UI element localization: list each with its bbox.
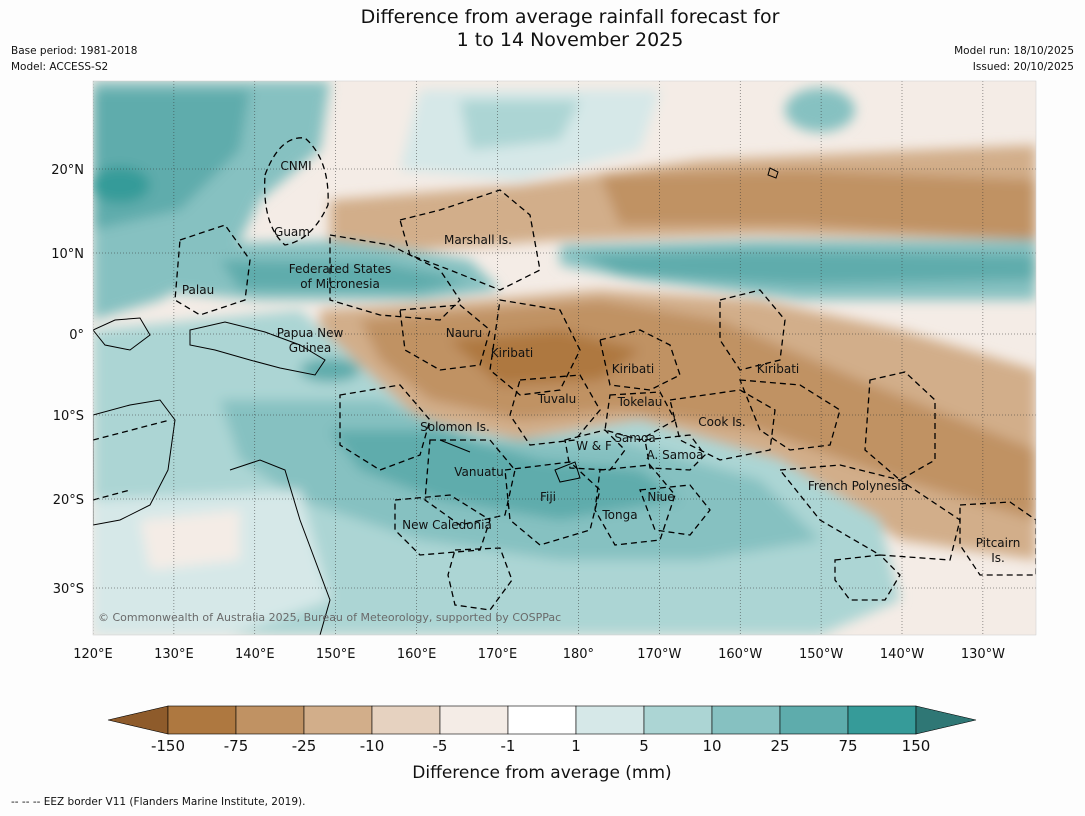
colorbar-swatch	[303, 705, 373, 735]
rainfall-map: CNMI Guam Marshall Is. Federated States …	[51, 80, 1037, 783]
label-tuvalu: Tuvalu	[537, 392, 577, 406]
lat-tick-label: 20°S	[53, 493, 84, 508]
base-period: Base period: 1981-2018	[11, 45, 138, 57]
label-american-samoa: A. Samoa	[647, 448, 704, 462]
meta-right: Model run: 18/10/2025 Issued: 20/10/2025	[954, 43, 1074, 75]
lon-tick-label: 180°	[563, 647, 594, 662]
label-nauru: Nauru	[446, 326, 482, 340]
label-cook: Cook Is.	[698, 415, 745, 429]
colorbar: -150 -75 -25 -10 -5 -1 1 5 10 25 75 150	[107, 705, 977, 755]
label-french-polynesia: French Polynesia	[808, 479, 908, 493]
lon-tick-label: 140°E	[235, 647, 275, 662]
label-kiribati-west: Kiribati	[491, 346, 533, 360]
colorbar-tick-label: -25	[292, 737, 317, 755]
label-fsm-line2: of Micronesia	[300, 277, 380, 291]
map-frame	[92, 80, 1037, 636]
issued-date: Issued: 20/10/2025	[972, 61, 1074, 73]
colorbar-under-arrow	[107, 705, 169, 735]
colorbar-swatch	[235, 705, 305, 735]
label-png-line1: Papua New	[277, 326, 344, 340]
lon-tick-label: 160°W	[718, 647, 762, 662]
label-vanuatu: Vanuatu	[454, 465, 504, 479]
eez-footnote: -- -- -- EEZ border V11 (Flanders Marine…	[11, 796, 306, 808]
label-guam: Guam	[274, 225, 310, 239]
colorbar-tick-label: -75	[224, 737, 249, 755]
label-kiribati-central: Kiribati	[612, 362, 654, 376]
lon-tick-label: 170°W	[637, 647, 681, 662]
label-kiribati-east: Kiribati	[757, 362, 799, 376]
lat-tick-label: 20°N	[51, 163, 84, 178]
colorbar-swatch	[711, 705, 781, 735]
model-name: Model: ACCESS-S2	[11, 61, 109, 73]
model-run: Model run: 18/10/2025	[954, 45, 1074, 57]
title-line-1: Difference from average rainfall forecas…	[360, 6, 780, 28]
colorbar-swatch	[779, 705, 849, 735]
colorbar-swatch	[439, 705, 509, 735]
colorbar-tick-label: 1	[571, 737, 581, 755]
colorbar-swatch	[643, 705, 713, 735]
lon-tick-label: 120°E	[73, 647, 113, 662]
map-title: Difference from average rainfall forecas…	[0, 6, 1085, 52]
label-pitcairn-line2: Is.	[991, 551, 1005, 565]
label-niue: Niue	[647, 490, 674, 504]
title-line-2: 1 to 14 November 2025	[456, 29, 684, 51]
lon-tick-label: 130°E	[154, 647, 194, 662]
colorbar-tick-label: 150	[902, 737, 931, 755]
label-fsm-line1: Federated States	[289, 262, 391, 276]
colorbar-over-arrow	[915, 705, 977, 735]
colorbar-swatch	[507, 705, 577, 735]
label-png-line2: Guinea	[289, 341, 332, 355]
lat-tick-label: 10°N	[51, 247, 84, 262]
label-fiji: Fiji	[540, 490, 556, 504]
colorbar-title: Difference from average (mm)	[412, 763, 671, 783]
colorbar-tick-label: -10	[360, 737, 385, 755]
label-new-caledonia: New Caledonia	[402, 518, 492, 532]
colorbar-tick-label: -1	[501, 737, 516, 755]
label-pitcairn-line1: Pitcairn	[976, 536, 1021, 550]
label-solomon: Solomon Is.	[420, 420, 490, 434]
label-marshall: Marshall Is.	[444, 233, 512, 247]
lon-tick-label: 130°W	[961, 647, 1005, 662]
lat-tick-label: 0°	[69, 328, 84, 343]
eez-borders	[93, 137, 1036, 611]
lon-tick-label: 160°E	[397, 647, 437, 662]
label-palau: Palau	[182, 283, 214, 297]
copyright-notice: © Commonwealth of Australia 2025, Bureau…	[98, 611, 561, 624]
label-wallis-futuna: W & F	[576, 439, 612, 453]
colorbar-swatch	[371, 705, 441, 735]
colorbar-tick-label: 75	[838, 737, 857, 755]
lat-tick-label: 10°S	[53, 409, 84, 424]
label-tokelau: Tokelau	[617, 395, 663, 409]
latitude-tick-labels: 20°N 10°N 0° 10°S 20°S 30°S	[51, 163, 84, 597]
colorbar-tick-label: -150	[151, 737, 185, 755]
colorbar-tick-label: -5	[433, 737, 448, 755]
colorbar-swatch	[167, 705, 237, 735]
lon-tick-label: 150°W	[799, 647, 843, 662]
lon-tick-label: 170°E	[478, 647, 518, 662]
label-cnmi: CNMI	[280, 159, 311, 173]
longitude-tick-labels: 120°E 130°E 140°E 150°E 160°E 170°E 180° 170°W 1…	[73, 647, 1005, 662]
meta-left: Base period: 1981-2018 Model: ACCESS-S2	[11, 43, 137, 75]
label-samoa: Samoa	[614, 431, 655, 445]
graticule	[93, 81, 1036, 635]
rainfall-field	[93, 81, 1036, 635]
lon-tick-label: 140°W	[880, 647, 924, 662]
label-tonga: Tonga	[601, 508, 637, 522]
coastlines	[93, 167, 779, 635]
lon-tick-label: 150°E	[316, 647, 356, 662]
colorbar-swatch	[847, 705, 917, 735]
region-labels: CNMI Guam Marshall Is. Federated States …	[182, 159, 1020, 565]
colorbar-tick-label: 10	[702, 737, 721, 755]
lat-tick-label: 30°S	[53, 582, 84, 597]
colorbar-tick-label: 5	[639, 737, 649, 755]
colorbar-tick-label: 25	[770, 737, 789, 755]
colorbar-swatch	[575, 705, 645, 735]
